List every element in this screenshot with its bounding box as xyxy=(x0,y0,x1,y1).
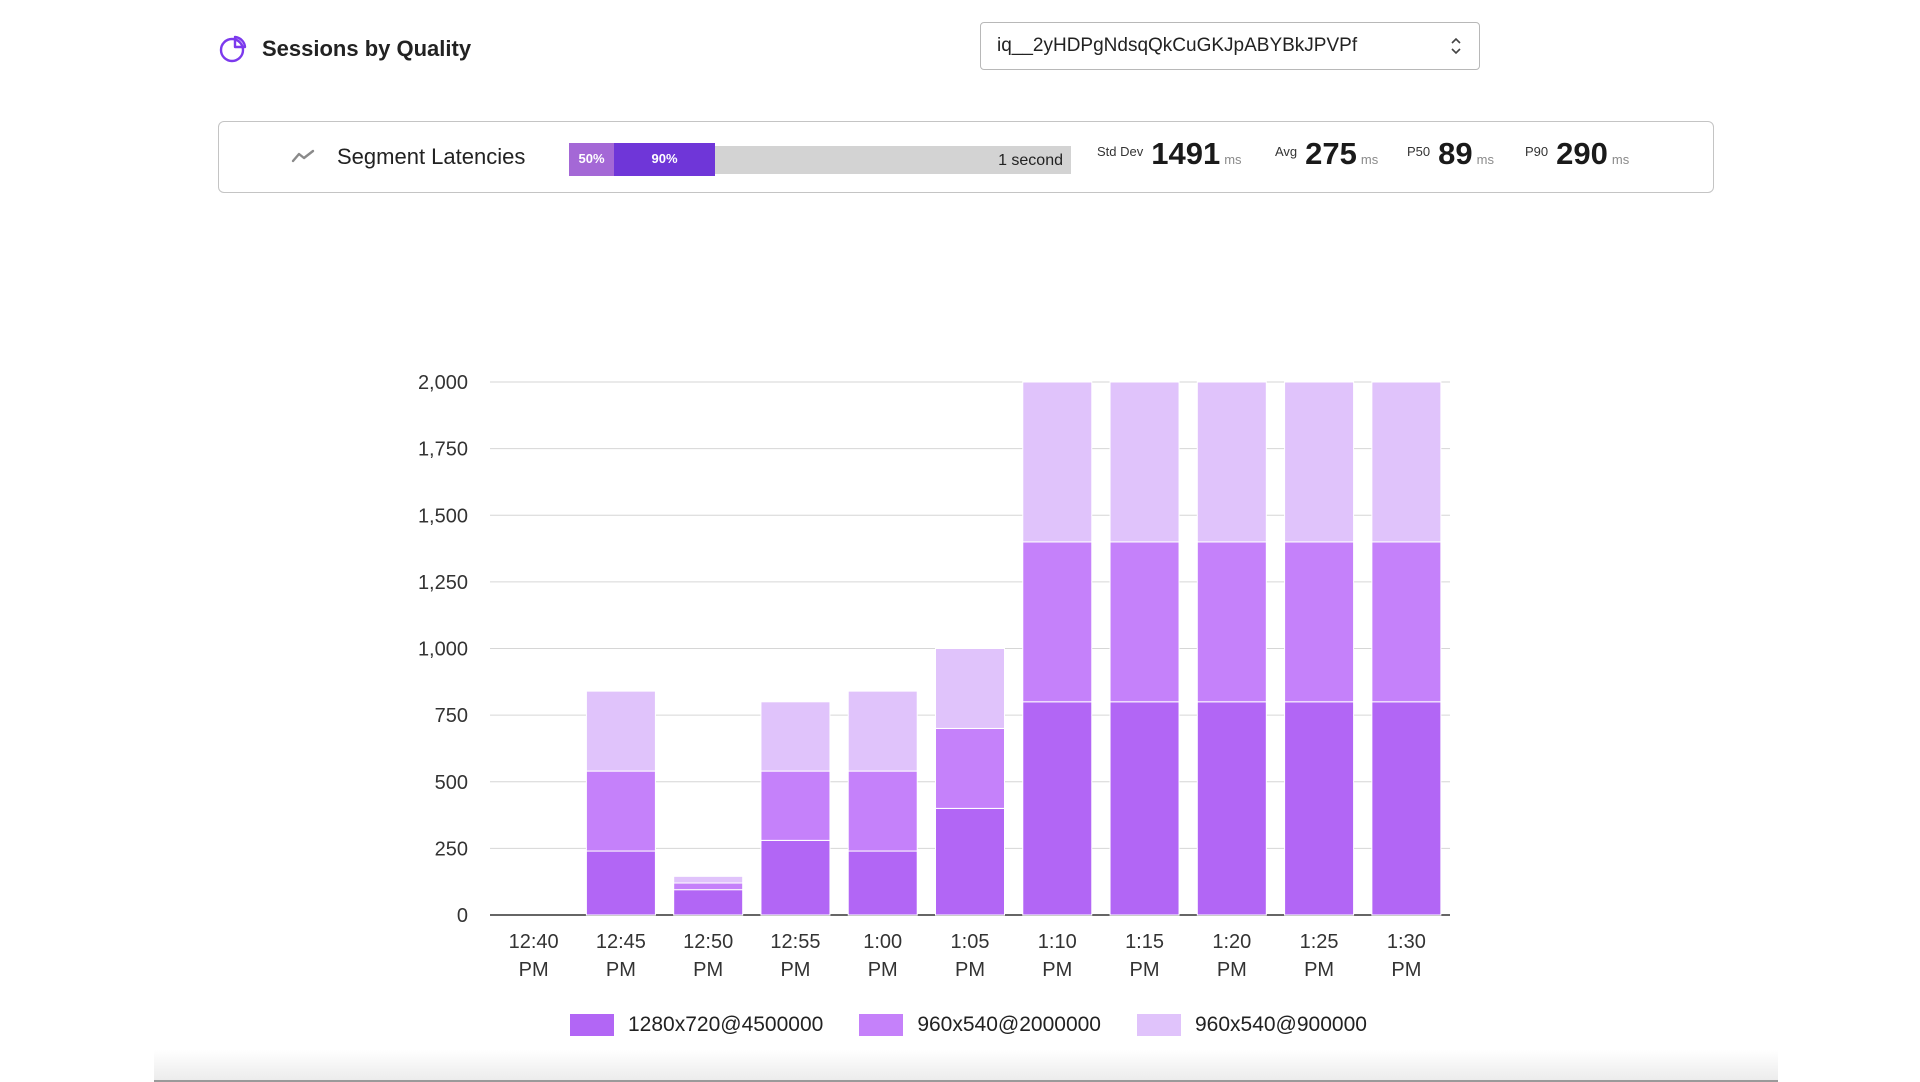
x-tick-label: 1:15 PM xyxy=(1125,931,1164,981)
legend-label: 960x540@900000 xyxy=(1194,1013,1367,1036)
chart-header: Sessions by Quality xyxy=(218,34,471,64)
x-tick-label: 12:50 PM xyxy=(683,931,733,981)
p50-label: 50% xyxy=(578,151,605,166)
bar-segment xyxy=(1371,541,1442,703)
legend-label: 1280x720@4500000 xyxy=(628,1013,824,1036)
x-tick-label: 1:25 PM xyxy=(1300,931,1339,981)
x-tick-label: 12:40 PM xyxy=(509,931,559,981)
stat-label: Avg xyxy=(1275,144,1298,159)
stat-label: P50 xyxy=(1407,144,1431,159)
stat-unit: ms xyxy=(1476,152,1494,167)
bar-segment xyxy=(935,727,1005,809)
bar-segment xyxy=(673,875,744,884)
stat-value: 1491 xyxy=(1151,136,1221,171)
x-tick-label: 1:05 PM xyxy=(951,931,990,981)
bar-segment xyxy=(847,850,918,916)
bar-segment xyxy=(1196,541,1267,703)
chevron-up-down-icon xyxy=(1451,37,1461,55)
segment-latencies-label: Segment Latencies xyxy=(337,144,526,169)
content-select[interactable]: iq__2yHDPgNdsqQkCuGKJpABYBkJPVPf xyxy=(980,22,1480,70)
stat-label: P90 xyxy=(1525,144,1549,159)
x-tick-label: 12:45 PM xyxy=(596,931,646,981)
stat-label: Std Dev xyxy=(1097,144,1144,159)
bar-segment xyxy=(760,701,831,772)
x-tick-label: 1:20 PM xyxy=(1212,931,1251,981)
bar-segment xyxy=(673,882,744,891)
y-tick-label: 1,750 xyxy=(418,439,468,461)
y-tick-label: 2,000 xyxy=(418,372,468,394)
y-tick-label: 1,000 xyxy=(418,639,468,661)
sessions-bar-chart: 0 250 500 750 1,000 1,250 1,500 1,750 2,000 12:40… xyxy=(418,372,1450,981)
stat-avg: Avg 275 ms xyxy=(1275,136,1378,172)
x-tick-label: 1:00 PM xyxy=(863,931,902,981)
stat-unit: ms xyxy=(1360,152,1379,167)
bar-segment xyxy=(1022,381,1093,543)
stat-unit: ms xyxy=(1224,152,1242,167)
segment-latency-panel: Segment Latencies 90% 50% 1 second Std D… xyxy=(218,121,1714,193)
p50-segment: 50% xyxy=(569,143,614,176)
chart-legend: 1280x720@4500000 960x540@2000000 960x540@9… xyxy=(570,1013,1367,1037)
stat-std-dev: Std Dev 1491 ms xyxy=(1097,136,1242,172)
bar-segment xyxy=(760,839,831,916)
legend-swatch xyxy=(859,1014,904,1036)
stat-value: 89 xyxy=(1438,136,1473,171)
page-title: Sessions by Quality xyxy=(262,36,472,61)
stat-value: 275 xyxy=(1305,136,1357,171)
footer-shade xyxy=(154,1050,1778,1080)
bar-segment xyxy=(1109,541,1180,703)
bar-segment xyxy=(847,770,918,852)
bar-segment xyxy=(1109,701,1180,916)
bar-segment xyxy=(1196,381,1267,543)
x-tick-label: 12:55 PM xyxy=(770,931,820,981)
bar-segment xyxy=(1371,381,1442,543)
latency-bar: 90% 50% 1 second xyxy=(569,143,1071,176)
bar-segment xyxy=(1109,381,1180,543)
x-tick-label: 1:10 PM xyxy=(1038,931,1077,981)
bar-segment xyxy=(1371,701,1442,916)
stat-p90: P90 290 ms xyxy=(1525,136,1629,172)
legend-item[interactable]: 960x540@2000000 xyxy=(859,1013,1101,1037)
stat-p50: P50 89 ms xyxy=(1407,136,1494,172)
y-tick-label: 250 xyxy=(435,838,468,860)
bar-segment xyxy=(760,770,831,841)
legend-label: 960x540@2000000 xyxy=(917,1013,1101,1036)
y-tick-label: 0 xyxy=(457,905,468,927)
stat-unit: ms xyxy=(1611,152,1630,167)
stat-value: 290 xyxy=(1556,136,1608,171)
pie-chart-icon xyxy=(219,35,247,63)
bar-segment xyxy=(1196,701,1267,916)
bar-segment xyxy=(847,690,918,772)
bar-segment xyxy=(585,690,656,772)
bar-segment xyxy=(1022,541,1093,703)
trend-line-icon xyxy=(291,149,315,163)
legend-swatch xyxy=(1136,1014,1181,1036)
bar-segment xyxy=(935,807,1005,916)
bar-segment xyxy=(585,850,656,916)
content-select-value: iq__2yHDPgNdsqQkCuGKJpABYBkJPVPf xyxy=(997,35,1358,56)
bar-segment xyxy=(585,770,656,852)
y-tick-label: 750 xyxy=(435,705,468,727)
y-tick-label: 500 xyxy=(435,772,468,794)
p90-label: 90% xyxy=(651,151,678,166)
x-tick-label: 1:30 PM xyxy=(1387,931,1426,981)
p90-segment: 90% xyxy=(614,143,715,176)
bar-segment xyxy=(673,889,744,916)
legend-swatch xyxy=(570,1014,614,1036)
y-tick-label: 1,500 xyxy=(418,505,468,527)
bar-segment xyxy=(935,648,1005,729)
legend-item[interactable]: 1280x720@4500000 xyxy=(570,1013,823,1037)
latency-scale-label: 1 second xyxy=(998,152,1063,169)
y-tick-label: 1,250 xyxy=(418,572,468,594)
legend-item[interactable]: 960x540@900000 xyxy=(1136,1013,1367,1037)
bar-segment xyxy=(1284,541,1355,703)
bar-segment xyxy=(1022,701,1093,916)
bar-segment xyxy=(1284,381,1355,543)
bar-segment xyxy=(1284,701,1355,916)
